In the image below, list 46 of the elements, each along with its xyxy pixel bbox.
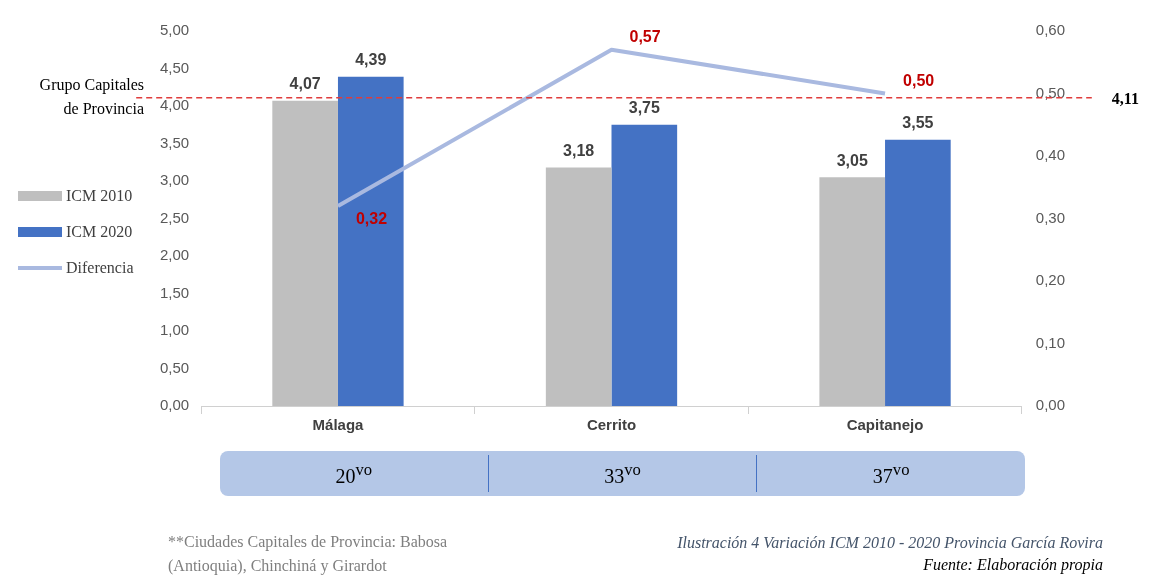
- y-tick-label: 2,00: [159, 246, 190, 264]
- bar: [611, 124, 678, 406]
- x-tick-label: Cerrito: [586, 416, 637, 434]
- bar: [545, 167, 612, 406]
- x-tick-label: Málaga: [312, 416, 365, 434]
- bar: [885, 139, 951, 406]
- text: 33$^{vo}$: [604, 459, 641, 488]
- y2-tick-label: 0,40: [1035, 146, 1066, 164]
- y-tick-label: 4,50: [159, 58, 190, 76]
- y-tick-label: 2,50: [159, 208, 190, 226]
- data-label: 3,55: [902, 114, 934, 132]
- y-tick-label: 0,00: [159, 396, 190, 414]
- legend-label: Diferencia: [66, 259, 134, 277]
- y-tick-label: 3,00: [159, 171, 190, 189]
- y-tick-label: 1,50: [159, 283, 190, 301]
- y-tick-label: 0,50: [159, 358, 190, 376]
- y2-tick-label: 0,10: [1035, 333, 1066, 351]
- y2-tick-label: 0,30: [1035, 208, 1066, 226]
- text: Ilustración 4 Variación ICM 2010 - 2020 Provincia García Rovira: [677, 533, 1103, 553]
- text: 4,11: [1111, 89, 1139, 107]
- source-note: Fuente: Elaboración propia: [922, 555, 1103, 576]
- y-tick-label: 5,00: [159, 21, 190, 39]
- bar: [819, 177, 886, 406]
- data-label: 0,50: [903, 71, 935, 89]
- y2-tick-label: 0,60: [1035, 21, 1066, 39]
- data-label: 4,07: [289, 75, 321, 93]
- text: **Ciudades Capitales de Provincia: Babosa (Antioquia), Chinchiná y Girardot: [168, 532, 449, 577]
- data-label: 4,39: [355, 51, 387, 69]
- legend-label: ICM 2010: [66, 187, 133, 205]
- data-label: 3,75: [628, 99, 660, 117]
- y-tick-label: 4,00: [159, 96, 190, 114]
- y2-tick-label: 0,00: [1035, 396, 1066, 414]
- data-label: 3,18: [563, 141, 595, 159]
- bar: [272, 100, 338, 406]
- y-tick-label: 1,00: [159, 321, 190, 339]
- ref-line-label: Grupo Capitales de Provincia: [39, 75, 144, 117]
- data-label: 0,32: [355, 210, 388, 228]
- text: 37$^{vo}$: [872, 459, 910, 488]
- x-tick-label: Capitanejo: [846, 416, 924, 434]
- bar: [337, 76, 404, 406]
- text: 20$^{vo}$: [335, 459, 373, 488]
- legend-label: ICM 2020: [66, 223, 133, 241]
- y2-tick-label: 0,20: [1035, 271, 1066, 289]
- data-label: 3,05: [836, 151, 868, 169]
- y-tick-label: 3,50: [159, 133, 190, 151]
- data-label: 0,57: [629, 28, 661, 46]
